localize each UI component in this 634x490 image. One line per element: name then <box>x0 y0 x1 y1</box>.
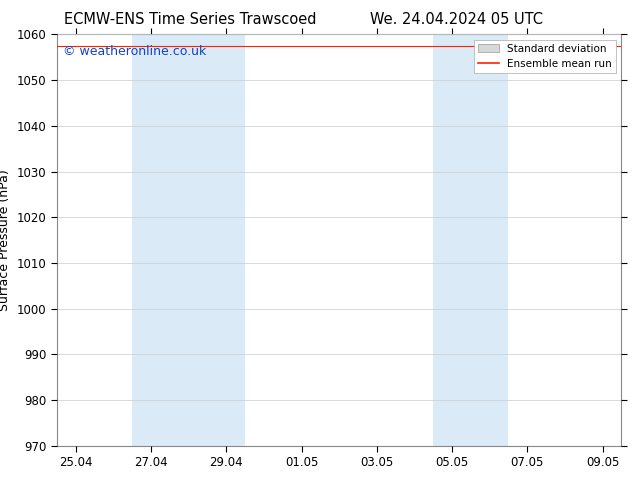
Text: We. 24.04.2024 05 UTC: We. 24.04.2024 05 UTC <box>370 12 543 27</box>
Bar <box>133 34 245 446</box>
Text: ECMW-ENS Time Series Trawscoed: ECMW-ENS Time Series Trawscoed <box>64 12 316 27</box>
Bar <box>433 34 508 446</box>
Text: © weatheronline.co.uk: © weatheronline.co.uk <box>63 45 206 58</box>
Legend: Standard deviation, Ensemble mean run: Standard deviation, Ensemble mean run <box>474 40 616 73</box>
Y-axis label: Surface Pressure (hPa): Surface Pressure (hPa) <box>0 169 11 311</box>
